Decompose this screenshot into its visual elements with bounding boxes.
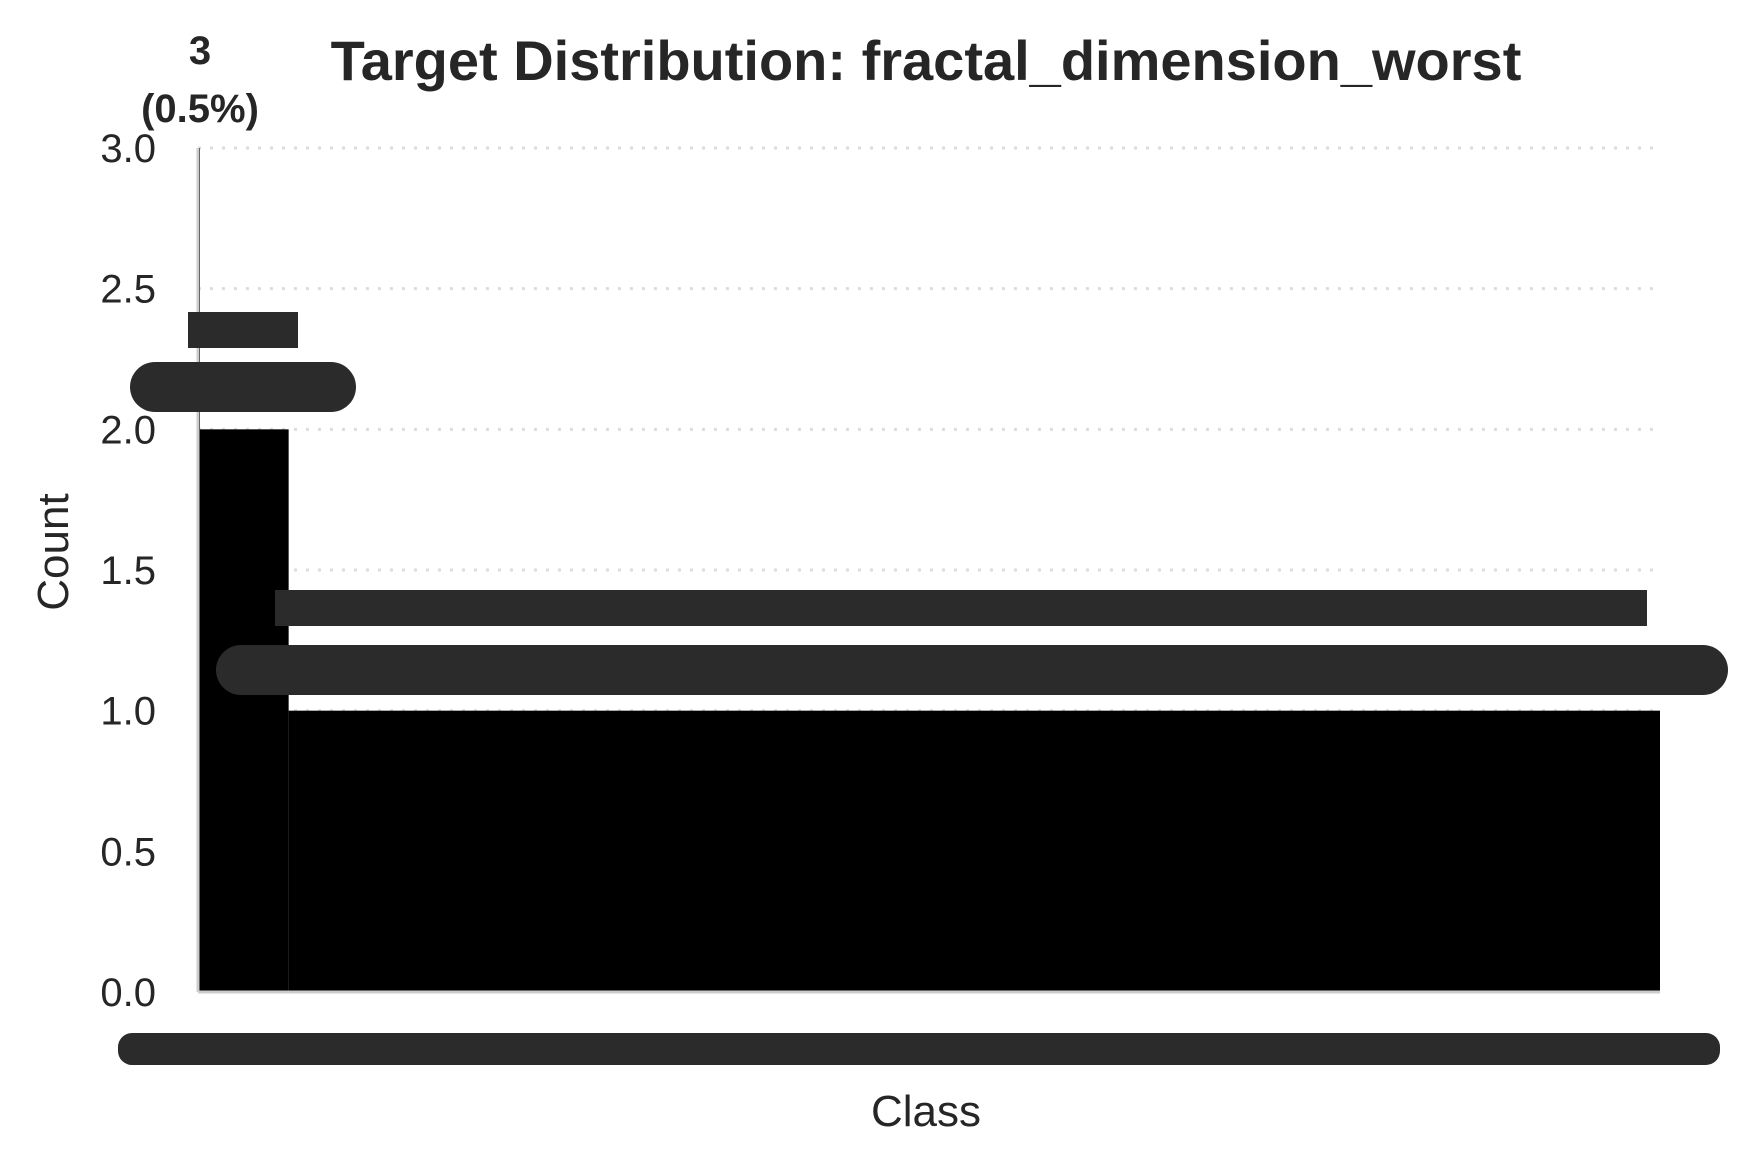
bar <box>199 429 289 992</box>
bar-label-band <box>216 645 1728 695</box>
y-tick-label: 1.0 <box>100 690 156 734</box>
y-tick-label: 3.0 <box>100 127 156 171</box>
y-tick-label: 0.5 <box>100 830 156 874</box>
bar-label-band <box>188 312 298 348</box>
y-tick-label: 0.0 <box>100 971 156 1015</box>
bar <box>288 710 1660 992</box>
bar-value-label: 3 <box>189 29 211 73</box>
y-tick-label: 2.5 <box>100 268 156 312</box>
chart-title: Target Distribution: fractal_dimension_w… <box>331 29 1522 92</box>
y-tick-label: 1.5 <box>100 549 156 593</box>
x-axis-label: Class <box>871 1087 981 1136</box>
bar-label-band <box>275 590 1647 626</box>
bars <box>198 148 1660 992</box>
bar-percent-label: (0.5%) <box>141 87 259 131</box>
bar-label-band <box>130 362 356 412</box>
y-tick-label: 2.0 <box>100 408 156 452</box>
axes <box>196 148 1660 994</box>
y-axis-label: Count <box>29 493 78 610</box>
x-tick-label-band <box>118 1033 1720 1065</box>
bar-labels: 3 (0.5%) <box>130 29 1728 695</box>
y-tick-labels: 0.0 0.5 1.0 1.5 2.0 2.5 3.0 <box>100 127 156 1015</box>
